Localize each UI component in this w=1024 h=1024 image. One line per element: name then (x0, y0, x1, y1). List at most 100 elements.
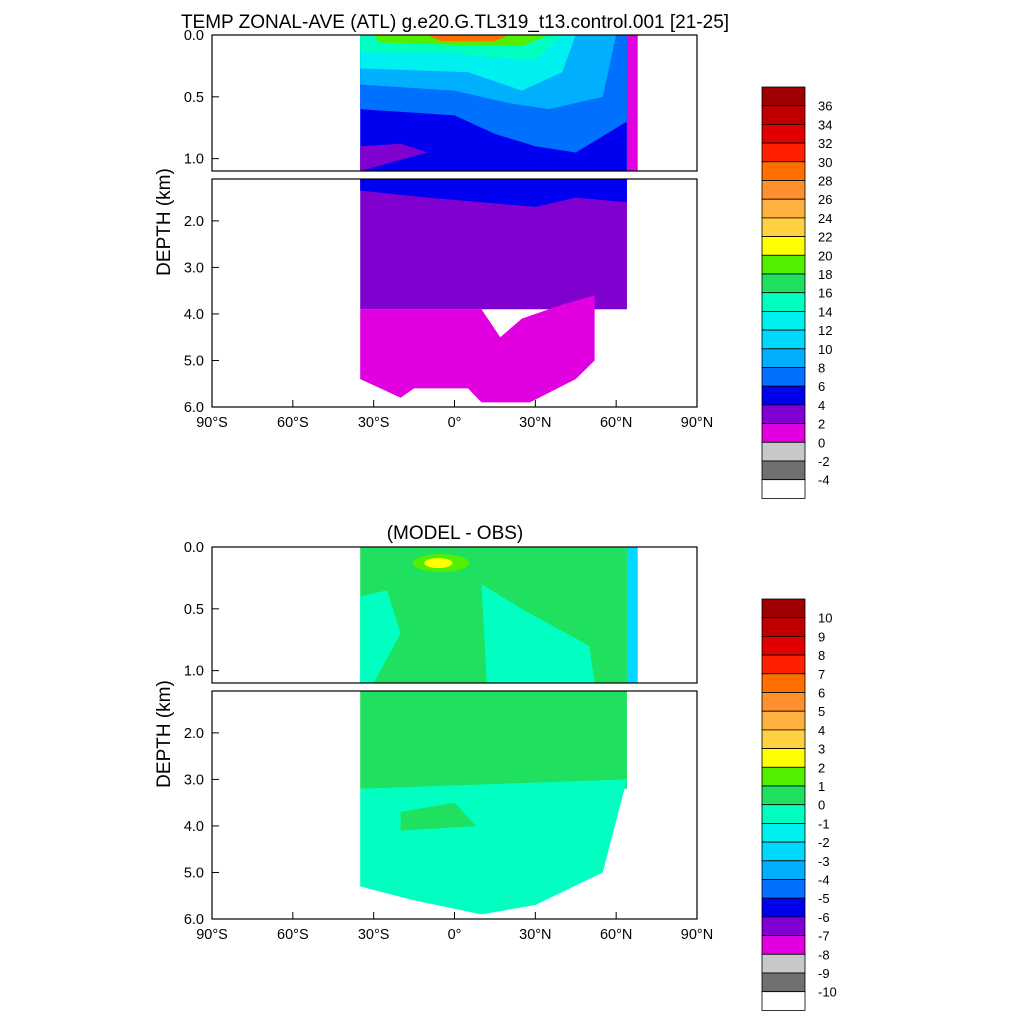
y-tick-label: 2.0 (184, 726, 204, 742)
x-tick-label: 30°N (519, 927, 551, 943)
colorbar-label: -2 (818, 835, 830, 850)
bottom-difference-plot: 0.0 0.5 1.0 2.0 3.0 4.0 5.0 6.090°S 60°S 30°S 0° 30… (184, 540, 713, 943)
colorbar-label: -4 (818, 873, 830, 888)
colorbar-label: 6 (818, 686, 825, 701)
colorbar-swatch (761, 841, 806, 862)
colorbar-swatch (761, 142, 806, 163)
colorbar-label: 8 (818, 361, 825, 376)
water-mass-4c-upper (360, 143, 428, 171)
x-tick-label: 0° (448, 415, 462, 431)
x-tick-label: 0° (448, 927, 462, 943)
colorbar-label: 2 (818, 760, 825, 775)
y-tick-label: 0.5 (184, 90, 204, 106)
colorbar-label: -7 (818, 929, 830, 944)
y-tick-label: 6.0 (184, 400, 204, 416)
colorbar-swatch (761, 953, 806, 974)
colorbar-swatch (761, 991, 806, 1011)
colorbar-label: 10 (818, 342, 832, 357)
bias-minus1-lower (360, 779, 627, 915)
colorbar-swatch (761, 766, 806, 787)
y-tick-label: 5.0 (184, 865, 204, 881)
colorbar-swatch (761, 860, 806, 880)
colorbar-label: -2 (818, 454, 830, 469)
top-y-axis-label: DEPTH (km) (154, 168, 175, 276)
colorbar-label: 24 (818, 211, 832, 226)
colorbar-swatch (761, 972, 806, 993)
colorbar-swatch (761, 385, 806, 406)
colorbar-swatch (761, 86, 806, 107)
colorbar-swatch (761, 254, 806, 275)
colorbar-label: 32 (818, 136, 832, 151)
colorbar-label: -1 (818, 816, 830, 831)
colorbar-swatch (761, 935, 806, 955)
colorbar-label: 6 (818, 379, 825, 394)
colorbar-swatch (761, 636, 806, 656)
colorbar-label: -4 (818, 473, 830, 488)
x-tick-label: 30°N (519, 415, 551, 431)
bias-zero-lower (360, 691, 627, 789)
colorbar-label: 22 (818, 230, 832, 245)
colorbar-label: 4 (818, 723, 825, 738)
colorbar-label: 1 (818, 779, 825, 794)
colorbar-label: 34 (818, 117, 832, 132)
x-tick-label: 90°N (681, 927, 713, 943)
bias-plus3 (424, 558, 453, 569)
colorbar-label: -5 (818, 891, 830, 906)
y-tick-label: 0.0 (184, 540, 204, 556)
top-chart-title: TEMP ZONAL-AVE (ATL) g.e20.G.TL319_t13.c… (181, 12, 729, 33)
y-tick-label: 1.0 (184, 152, 204, 168)
arctic-water (626, 35, 638, 171)
y-tick-label: 0.0 (184, 28, 204, 44)
colorbar-label: 18 (818, 267, 832, 282)
colorbar-swatch (761, 180, 806, 200)
x-tick-label: 90°S (196, 927, 228, 943)
colorbar-label: 14 (818, 304, 832, 319)
bottom-chart-title: (MODEL - OBS) (387, 523, 524, 544)
colorbar-swatch (761, 367, 806, 387)
colorbar-label: 4 (818, 398, 825, 413)
y-tick-label: 5.0 (184, 353, 204, 369)
colorbar-swatch (761, 198, 806, 219)
colorbar-label: 7 (818, 667, 825, 682)
colorbar-label: 8 (818, 648, 825, 663)
colorbar-label: 0 (818, 798, 825, 813)
colorbar-swatch (761, 598, 806, 619)
colorbar-label: 36 (818, 99, 832, 114)
colorbar-swatch (761, 729, 806, 750)
colorbar-label: 10 (818, 611, 832, 626)
x-tick-label: 90°S (196, 415, 228, 431)
colorbar-swatch (761, 479, 806, 499)
y-tick-label: 1.0 (184, 664, 204, 680)
y-tick-label: 3.0 (184, 260, 204, 276)
colorbar-swatch (761, 617, 806, 637)
x-tick-label: 30°S (358, 927, 390, 943)
colorbar-label: 5 (818, 704, 825, 719)
x-tick-label: 90°N (681, 415, 713, 431)
y-tick-label: 6.0 (184, 912, 204, 928)
colorbar-swatch (761, 423, 806, 443)
colorbar-swatch (761, 404, 806, 424)
bias-zero-patch (400, 802, 477, 831)
colorbar-label: 16 (818, 286, 832, 301)
colorbar-swatch (761, 710, 806, 731)
colorbar-swatch (761, 124, 806, 144)
y-tick-label: 4.0 (184, 307, 204, 323)
colorbar-swatch (761, 217, 806, 237)
water-mass-2c (360, 295, 595, 403)
x-tick-label: 60°S (277, 415, 309, 431)
colorbar-label: -9 (818, 966, 830, 981)
colorbar-swatch (761, 105, 806, 125)
water-mass-6c-lower (360, 179, 627, 207)
water-mass-28c (427, 35, 509, 42)
colorbar-label: 9 (818, 629, 825, 644)
colorbar-swatch (761, 804, 806, 824)
colorbar-swatch (761, 692, 806, 712)
upper-panel-frame (211, 34, 698, 172)
colorbar-swatch (761, 236, 806, 256)
colorbar-label: 12 (818, 323, 832, 338)
colorbar-swatch (761, 916, 806, 937)
y-tick-label: 3.0 (184, 772, 204, 788)
colorbar-label: 30 (818, 155, 832, 170)
